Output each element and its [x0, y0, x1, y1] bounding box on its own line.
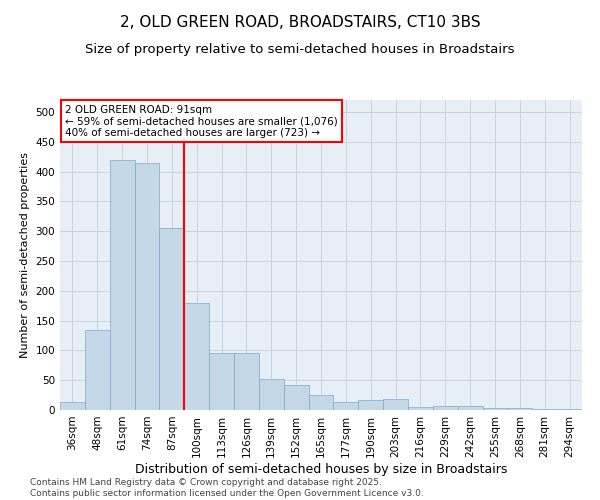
Bar	[408, 407, 433, 410]
Text: Size of property relative to semi-detached houses in Broadstairs: Size of property relative to semi-detach…	[85, 42, 515, 56]
Bar	[184, 302, 209, 410]
Bar	[85, 330, 110, 410]
Text: Contains HM Land Registry data © Crown copyright and database right 2025.
Contai: Contains HM Land Registry data © Crown c…	[30, 478, 424, 498]
Bar	[259, 379, 284, 410]
Bar	[532, 409, 557, 410]
Bar	[482, 408, 508, 410]
Bar	[358, 400, 383, 410]
Bar	[209, 354, 234, 410]
Text: 2, OLD GREEN ROAD, BROADSTAIRS, CT10 3BS: 2, OLD GREEN ROAD, BROADSTAIRS, CT10 3BS	[119, 15, 481, 30]
Bar	[334, 402, 358, 410]
Bar	[60, 402, 85, 410]
Text: 2 OLD GREEN ROAD: 91sqm
← 59% of semi-detached houses are smaller (1,076)
40% of: 2 OLD GREEN ROAD: 91sqm ← 59% of semi-de…	[65, 104, 338, 138]
Bar	[383, 400, 408, 410]
Bar	[458, 406, 482, 410]
X-axis label: Distribution of semi-detached houses by size in Broadstairs: Distribution of semi-detached houses by …	[135, 462, 507, 475]
Bar	[508, 408, 532, 410]
Bar	[433, 406, 458, 410]
Y-axis label: Number of semi-detached properties: Number of semi-detached properties	[20, 152, 30, 358]
Bar	[110, 160, 134, 410]
Bar	[308, 395, 334, 410]
Bar	[284, 385, 308, 410]
Bar	[160, 228, 184, 410]
Bar	[134, 162, 160, 410]
Bar	[234, 354, 259, 410]
Bar	[557, 409, 582, 410]
